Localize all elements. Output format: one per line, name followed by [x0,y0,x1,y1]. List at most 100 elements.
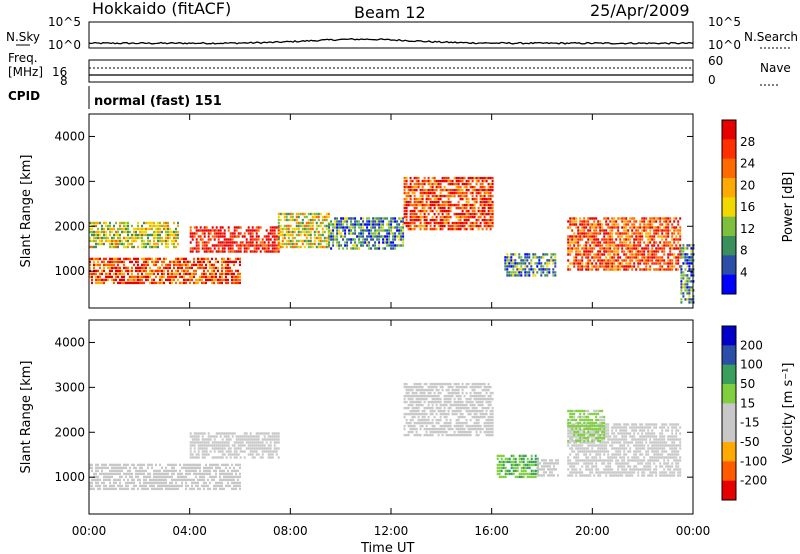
echo-cell [193,481,195,485]
echo-cell [603,232,606,235]
echo-cell [275,238,278,241]
echo-cell [415,394,418,398]
echo-cell [554,253,557,256]
echo-cell [305,230,308,234]
echo-cell [671,268,674,271]
echo-cell [372,232,375,235]
echo-cell [403,406,406,410]
echo-cell [593,444,596,447]
echo-cell [534,253,537,256]
echo-cell [647,244,650,247]
echo-cell [603,268,606,271]
echo-cell [431,403,434,407]
echo-cell [461,182,464,186]
echo-cell [313,233,316,237]
echo-cell [637,238,640,241]
echo-cell [225,475,227,479]
echo-cell [223,432,226,435]
echo-cell [459,394,462,398]
echo-cell [657,268,660,271]
echo-cell [277,212,280,216]
echo-cell [437,212,440,216]
echo-cell [473,209,476,213]
echo-cell [171,484,173,488]
echo-cell [427,421,430,425]
echo-cell [421,182,424,186]
echo-cell [431,412,434,416]
echo-cell [613,244,616,247]
echo-cell [251,444,254,447]
echo-cell [431,409,434,413]
echo-cell [649,256,652,259]
echo-cell [364,229,367,232]
echo-cell [305,215,308,219]
echo-cell [504,268,507,271]
echo-cell [653,217,656,220]
echo-cell [473,185,476,189]
echo-cell [655,247,658,250]
echo-cell [553,465,555,468]
echo-cell [455,212,458,216]
echo-cell [213,475,215,479]
echo-cell [609,256,612,259]
echo-cell [403,206,406,210]
echo-cell [125,269,127,273]
echo-cell [143,239,145,243]
echo-cell [629,241,632,244]
echo-cell [159,269,161,273]
echo-cell [512,265,515,268]
echo-cell [579,435,582,438]
echo-cell [479,212,482,216]
echo-cell [95,275,97,279]
echo-cell [543,459,545,462]
echo-cell [455,391,458,395]
echo-cell [201,453,204,456]
echo-cell [665,241,668,244]
echo-cell [139,233,141,237]
echo-cell [469,418,472,422]
echo-cell [587,426,590,429]
echo-cell [338,223,341,226]
echo-cell [117,233,119,237]
echo-cell [207,250,210,253]
echo-cell [459,215,462,219]
echo-cell [191,275,193,279]
echo-cell [137,269,139,273]
echo-cell [641,226,644,229]
echo-cell [125,472,127,476]
echo-cell [235,475,237,479]
echo-cell [97,236,99,240]
power-echo-region [89,257,241,285]
echo-cell [633,256,636,259]
echo-cell [405,215,408,219]
echo-cell [211,466,213,470]
echo-cell [627,229,630,232]
echo-cell [473,397,476,401]
echo-cell [679,265,682,268]
echo-cell [569,435,572,438]
echo-cell [235,472,237,476]
echo-cell [145,227,147,231]
echo-cell [645,268,648,271]
echo-cell [293,230,296,234]
echo-cell [475,179,478,183]
echo-cell [473,424,476,428]
echo-cell [487,197,490,201]
echo-cell [445,415,448,419]
echo-cell [109,257,111,261]
echo-cell [471,424,474,428]
echo-cell [463,182,466,186]
echo-cell [437,421,440,425]
echo-cell [571,471,574,474]
echo-cell [376,232,379,235]
velocity-echo-region [537,459,559,477]
echo-cell [617,250,620,253]
echo-cell [187,269,189,273]
echo-cell [181,263,183,267]
echo-cell [374,232,377,235]
echo-cell [429,188,432,192]
echo-cell [431,418,434,422]
echo-cell [340,226,343,229]
echo-cell [119,221,121,225]
echo-cell [447,391,450,395]
